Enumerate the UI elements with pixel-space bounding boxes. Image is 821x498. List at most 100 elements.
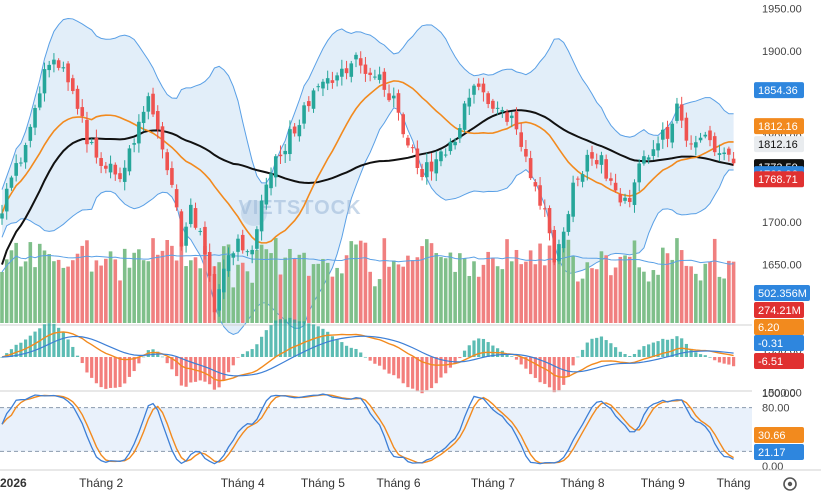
macd-histogram-bar: [703, 355, 707, 357]
volume-bar: [717, 276, 722, 323]
candle-body: [33, 107, 37, 128]
volume-bar: [585, 262, 590, 323]
candle-body: [37, 93, 42, 108]
macd-histogram-bar: [113, 357, 117, 388]
volume-bar: [33, 267, 37, 323]
gear-icon[interactable]: [783, 477, 797, 491]
volume-bar: [203, 246, 207, 323]
volume-bar: [137, 249, 141, 323]
volume-bar: [302, 252, 306, 323]
volume-bar: [391, 260, 396, 323]
candle-body: [571, 182, 575, 217]
macd-histogram-bar: [368, 357, 372, 361]
volume-bar: [321, 258, 325, 323]
macd-histogram-bar: [580, 349, 585, 357]
volume-bar: [434, 253, 439, 323]
candle-body: [670, 123, 675, 143]
candle-body: [387, 93, 391, 101]
candle-body: [344, 68, 349, 74]
volume-bar: [325, 262, 330, 323]
volume-bar: [533, 264, 538, 323]
volume-bar: [0, 271, 4, 323]
candle-body: [297, 125, 302, 137]
y-tick-label: 1900.00: [762, 46, 802, 58]
value-tag-label: 30.66: [758, 430, 786, 442]
volume-bar: [354, 244, 358, 323]
volume-bar: [264, 249, 269, 323]
x-tick-label: Tháng 5: [301, 476, 345, 490]
macd-histogram-bar: [132, 357, 136, 372]
volume-bar: [599, 251, 604, 323]
candle-body: [99, 158, 103, 166]
macd-histogram-bar: [406, 357, 410, 388]
volume-bar: [377, 279, 382, 323]
macd-histogram-bar: [717, 357, 722, 363]
macd-histogram-bar: [481, 338, 486, 357]
candle-body: [703, 134, 708, 137]
candle-body: [642, 156, 646, 164]
candle-body: [552, 229, 557, 263]
value-tag-label: 1812.16: [758, 139, 798, 151]
macd-histogram-bar: [510, 356, 514, 357]
macd-histogram-bar: [142, 356, 146, 358]
macd-histogram-bar: [698, 354, 703, 357]
volume-bar: [165, 239, 169, 323]
candle-body: [288, 129, 292, 155]
volume-bar: [731, 261, 736, 323]
volume-bar: [240, 262, 245, 323]
candle-body: [302, 105, 306, 124]
candle-body: [179, 211, 184, 247]
macd-histogram-bar: [727, 357, 731, 365]
candle-body: [415, 148, 420, 168]
volume-bar: [561, 246, 566, 323]
volume-bar: [23, 261, 28, 323]
candle-body: [226, 255, 231, 272]
candle-body: [137, 121, 141, 144]
macd-histogram-bar: [732, 357, 736, 367]
macd-histogram-bar: [618, 351, 622, 357]
candle-body: [160, 126, 165, 150]
candle-body: [269, 173, 273, 189]
volume-bar: [519, 264, 523, 323]
candle-body: [533, 182, 538, 187]
macd-histogram-bar: [392, 357, 396, 376]
volume-bar: [118, 280, 122, 323]
macd-histogram-bar: [208, 357, 212, 385]
volume-bar: [250, 282, 254, 323]
candle-body: [410, 147, 415, 149]
volume-bar: [656, 274, 660, 323]
x-tick-label: 2026: [0, 476, 27, 490]
macd-histogram-bar: [477, 338, 481, 357]
macd-histogram-bar: [491, 345, 495, 357]
volume-bar: [486, 251, 490, 323]
candle-body: [231, 253, 236, 258]
volume-bar: [481, 264, 486, 323]
volume-bar: [236, 264, 240, 323]
macd-histogram-bar: [222, 357, 226, 381]
volume-bar: [627, 256, 632, 323]
macd-histogram-bar: [713, 357, 717, 361]
macd-histogram-bar: [387, 357, 391, 374]
macd-histogram-bar: [373, 357, 377, 364]
candle-body: [104, 165, 108, 169]
volume-bar: [703, 263, 708, 323]
candle-body: [561, 231, 566, 249]
macd-histogram-bar: [448, 357, 452, 368]
candle-body: [47, 64, 51, 71]
candle-body: [174, 189, 179, 208]
volume-bar: [99, 265, 103, 323]
candle-body: [42, 69, 47, 94]
candle-body: [547, 208, 552, 234]
macd-histogram-bar: [165, 357, 169, 364]
candle-body: [632, 182, 637, 205]
volume-bar: [189, 260, 193, 323]
macd-histogram-bar: [226, 357, 231, 373]
macd-histogram-bar: [297, 321, 301, 357]
candle-body: [66, 63, 70, 83]
macd-histogram-bar: [500, 350, 504, 357]
candle-body: [486, 93, 490, 105]
macd-histogram-bar: [689, 348, 693, 357]
macd-histogram-bar: [170, 357, 174, 370]
